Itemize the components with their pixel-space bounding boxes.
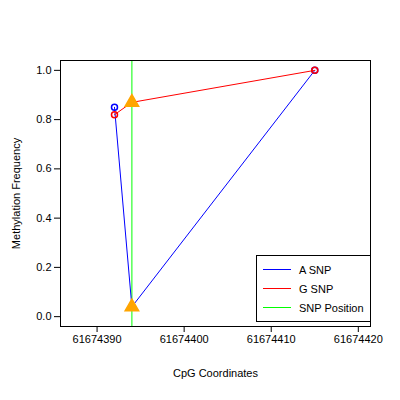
svg-text:61674410: 61674410 xyxy=(247,333,296,345)
svg-text:61674400: 61674400 xyxy=(160,333,209,345)
svg-text:0.6: 0.6 xyxy=(36,162,51,174)
html-text:A SNP: A SNP xyxy=(299,263,332,276)
html-text:SNP Position: SNP Position xyxy=(299,301,364,314)
svg-text:0.8: 0.8 xyxy=(36,113,51,125)
svg-text:0.0: 0.0 xyxy=(36,310,51,322)
svg-text:61674420: 61674420 xyxy=(334,333,383,345)
svg-text:0.4: 0.4 xyxy=(36,212,51,224)
svg-text:Methylation Frequency: Methylation Frequency xyxy=(10,137,22,249)
svg-text:1.0: 1.0 xyxy=(36,64,51,76)
svg-text:0.2: 0.2 xyxy=(36,261,51,273)
html-text:G SNP: G SNP xyxy=(299,282,334,295)
svg-text:61674390: 61674390 xyxy=(73,333,122,345)
svg-text:CpG Coordinates: CpG Coordinates xyxy=(173,367,258,379)
